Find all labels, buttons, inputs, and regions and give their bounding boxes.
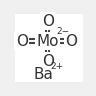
Text: O: O — [42, 54, 54, 69]
Text: O: O — [42, 14, 54, 29]
Text: 2+: 2+ — [51, 62, 64, 71]
Text: O: O — [66, 34, 78, 49]
Text: 2−: 2− — [56, 27, 69, 36]
Text: O: O — [16, 34, 28, 49]
Text: Mo: Mo — [36, 34, 59, 49]
Text: Ba: Ba — [33, 67, 53, 82]
